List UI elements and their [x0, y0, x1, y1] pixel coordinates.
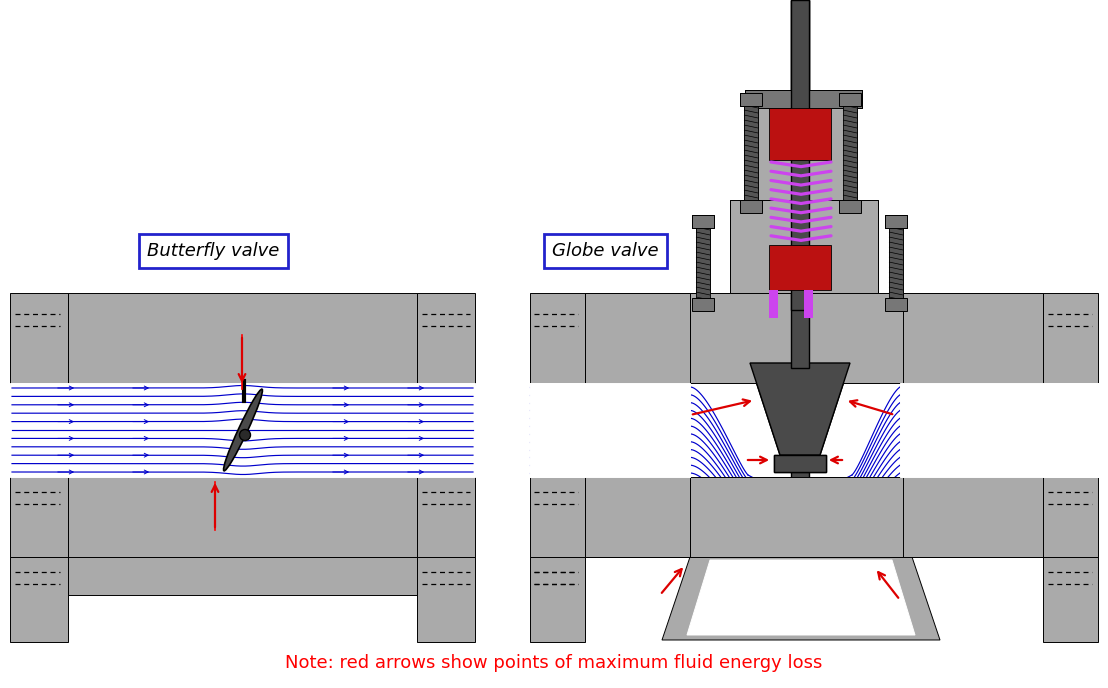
Polygon shape: [750, 363, 850, 455]
Polygon shape: [690, 293, 912, 383]
Bar: [769, 108, 831, 160]
Bar: [839, 200, 861, 213]
Bar: [740, 93, 762, 106]
Bar: [585, 477, 690, 557]
Bar: [417, 557, 475, 642]
Bar: [903, 477, 1043, 557]
Bar: [417, 477, 475, 557]
Polygon shape: [758, 100, 850, 200]
Bar: [10, 557, 68, 642]
Bar: [530, 383, 587, 477]
Bar: [885, 215, 907, 228]
Bar: [10, 383, 475, 477]
Polygon shape: [730, 200, 878, 293]
Bar: [692, 215, 714, 228]
Bar: [903, 293, 1043, 383]
Text: Butterfly valve: Butterfly valve: [147, 242, 279, 260]
Bar: [696, 222, 710, 302]
Bar: [530, 383, 690, 477]
Bar: [585, 477, 690, 557]
Polygon shape: [690, 293, 912, 383]
Bar: [692, 215, 714, 228]
Bar: [804, 290, 813, 318]
Bar: [10, 477, 68, 557]
Bar: [1043, 477, 1098, 557]
Bar: [804, 290, 813, 318]
Bar: [740, 200, 762, 213]
Bar: [530, 293, 585, 385]
Bar: [791, 0, 809, 310]
Bar: [791, 0, 809, 480]
Bar: [885, 298, 907, 311]
Bar: [690, 383, 750, 477]
Bar: [530, 557, 585, 642]
Bar: [696, 222, 710, 302]
Bar: [530, 477, 585, 557]
Bar: [417, 293, 475, 385]
Bar: [769, 290, 778, 318]
Bar: [769, 290, 778, 318]
Bar: [68, 557, 417, 595]
Polygon shape: [758, 100, 850, 200]
Bar: [839, 200, 861, 213]
Bar: [68, 477, 417, 557]
Bar: [1043, 293, 1098, 385]
Bar: [745, 90, 862, 108]
Bar: [889, 222, 903, 302]
Polygon shape: [690, 477, 912, 557]
Polygon shape: [690, 477, 912, 557]
Bar: [774, 455, 825, 472]
Bar: [889, 222, 903, 302]
Bar: [743, 100, 758, 206]
Bar: [692, 298, 714, 311]
Bar: [692, 298, 714, 311]
Bar: [769, 245, 831, 290]
Bar: [900, 383, 1101, 477]
Bar: [68, 293, 417, 383]
Polygon shape: [661, 557, 940, 640]
Bar: [903, 293, 1043, 383]
Bar: [839, 93, 861, 106]
Text: Globe valve: Globe valve: [552, 242, 658, 260]
Ellipse shape: [224, 389, 263, 471]
Bar: [1042, 383, 1098, 477]
Polygon shape: [730, 200, 878, 293]
Bar: [10, 293, 68, 385]
Text: Note: red arrows show points of maximum fluid energy loss: Note: red arrows show points of maximum …: [286, 654, 822, 672]
Circle shape: [239, 429, 250, 440]
Bar: [769, 245, 831, 290]
Polygon shape: [750, 363, 850, 455]
Bar: [843, 100, 856, 206]
Bar: [585, 293, 690, 383]
Bar: [743, 100, 758, 206]
Bar: [850, 383, 903, 477]
Bar: [843, 100, 856, 206]
Bar: [740, 200, 762, 213]
Bar: [774, 455, 825, 472]
Bar: [585, 293, 690, 383]
Bar: [885, 215, 907, 228]
Bar: [885, 298, 907, 311]
Bar: [740, 93, 762, 106]
Bar: [791, 0, 809, 368]
Bar: [903, 477, 1043, 557]
Polygon shape: [687, 560, 915, 635]
Bar: [839, 93, 861, 106]
Bar: [1043, 557, 1098, 642]
Bar: [745, 90, 862, 108]
Bar: [769, 108, 831, 160]
